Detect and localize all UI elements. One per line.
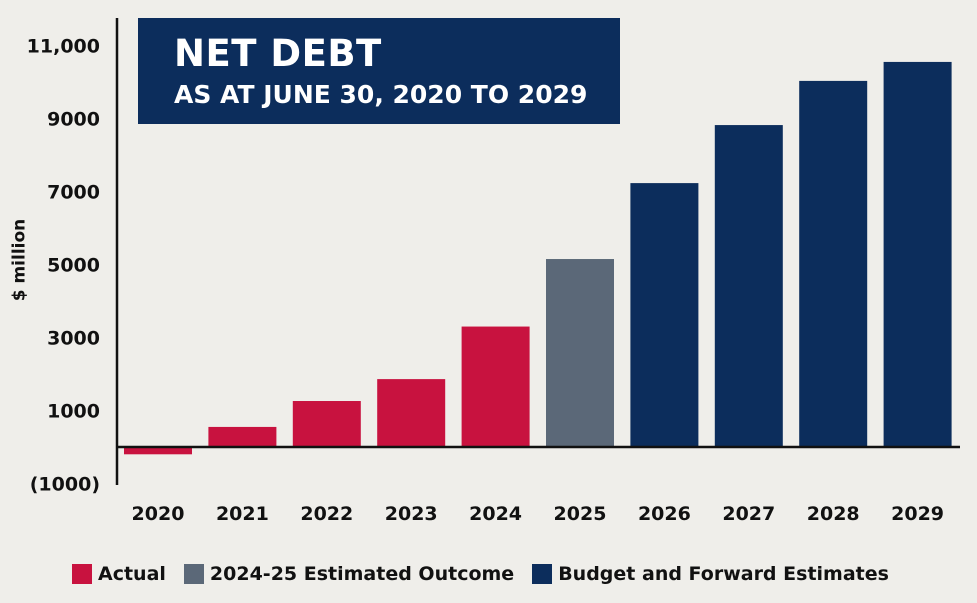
x-tick-label: 2023: [385, 503, 438, 525]
legend-label: 2024-25 Estimated Outcome: [209, 563, 515, 585]
y-tick-label: 9000: [47, 109, 100, 131]
bar-2024: [461, 326, 530, 447]
y-tick-label: 5000: [47, 255, 100, 277]
legend-label: Budget and Forward Estimates: [558, 563, 889, 585]
x-tick-label: 2020: [132, 503, 185, 525]
y-tick-label: 3000: [47, 328, 100, 350]
y-tick-label: 7000: [47, 182, 100, 204]
legend-swatch: [183, 564, 204, 584]
legend: Actual 2024-25 Estimated Outcome Budget …: [72, 563, 889, 585]
x-tick-label: 2027: [722, 503, 775, 525]
x-tick-label: 2026: [638, 503, 691, 525]
x-tick-label: 2024: [469, 503, 522, 525]
legend-item-actual: Actual: [72, 563, 166, 585]
x-tick-label: 2028: [807, 503, 860, 525]
chart-title: NET DEBT: [174, 32, 382, 75]
legend-swatch: [532, 564, 553, 584]
legend-label: Actual: [98, 563, 166, 585]
y-tick-label: (1000): [30, 474, 100, 496]
x-tick-label: 2025: [554, 503, 607, 525]
chart-subtitle: AS AT JUNE 30, 2020 TO 2029: [174, 80, 588, 109]
bar-2029: [883, 61, 952, 448]
bar-2025: [546, 259, 614, 447]
bar-2028: [799, 80, 868, 447]
y-tick-label: 1000: [47, 401, 100, 423]
bar-2022: [292, 401, 361, 447]
bar-2023: [377, 379, 446, 447]
x-tick-label: 2029: [891, 503, 944, 525]
bar-2021: [208, 426, 277, 447]
y-tick-label: 11,000: [27, 36, 100, 58]
bar-2027: [714, 125, 783, 447]
legend-swatch: [72, 564, 92, 584]
x-tick-label: 2022: [300, 503, 353, 525]
legend-item-estimated: 2024-25 Estimated Outcome: [183, 563, 515, 585]
legend-item-budget: Budget and Forward Estimates: [532, 563, 889, 585]
x-tick-label: 2021: [216, 503, 269, 525]
title-box: NET DEBT AS AT JUNE 30, 2020 TO 2029: [138, 18, 620, 124]
y-axis-label: $ million: [9, 218, 30, 302]
bar-2026: [630, 183, 699, 448]
bar-2020: [124, 447, 192, 455]
